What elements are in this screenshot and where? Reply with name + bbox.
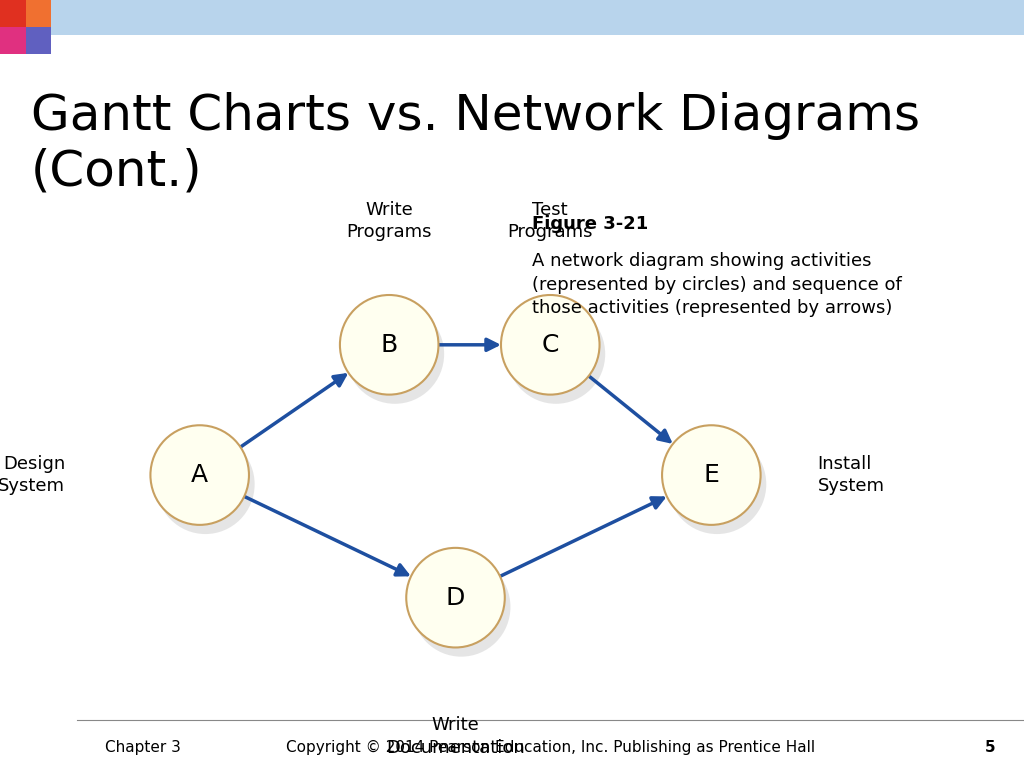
Ellipse shape: [501, 295, 599, 395]
Ellipse shape: [407, 548, 505, 647]
Text: Figure 3-21: Figure 3-21: [532, 215, 649, 233]
Ellipse shape: [668, 435, 766, 534]
Text: D: D: [445, 586, 465, 610]
Text: B: B: [381, 333, 397, 357]
Text: E: E: [703, 463, 719, 487]
Text: C: C: [542, 333, 559, 357]
Text: A: A: [191, 463, 208, 487]
Text: Install
System: Install System: [817, 455, 885, 495]
Ellipse shape: [663, 425, 761, 525]
Text: Design
System: Design System: [0, 455, 66, 495]
Ellipse shape: [156, 435, 255, 534]
Text: 5: 5: [985, 740, 995, 755]
Ellipse shape: [340, 295, 438, 395]
Text: Copyright © 2014 Pearson Education, Inc. Publishing as Prentice Hall: Copyright © 2014 Pearson Education, Inc.…: [286, 740, 815, 755]
Text: Chapter 3: Chapter 3: [104, 740, 181, 755]
Text: Test
Programs: Test Programs: [508, 201, 593, 241]
Text: Write
Documentation: Write Documentation: [386, 717, 525, 756]
Ellipse shape: [151, 425, 249, 525]
Ellipse shape: [412, 557, 511, 657]
Text: Gantt Charts vs. Network Diagrams
(Cont.): Gantt Charts vs. Network Diagrams (Cont.…: [31, 92, 920, 196]
Text: A network diagram showing activities
(represented by circles) and sequence of
th: A network diagram showing activities (re…: [532, 252, 902, 317]
Text: Write
Programs: Write Programs: [346, 201, 432, 241]
Ellipse shape: [507, 304, 605, 404]
Ellipse shape: [346, 304, 444, 404]
